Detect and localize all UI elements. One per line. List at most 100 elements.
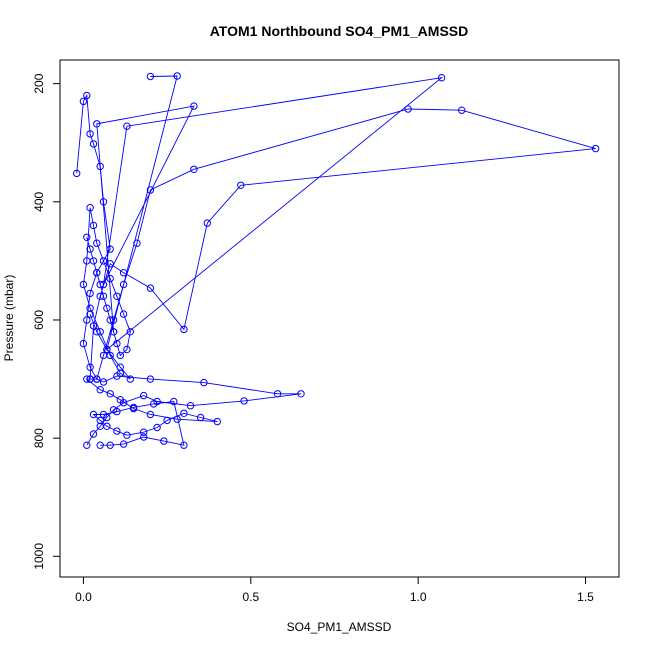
data-point <box>591 144 600 153</box>
data-point <box>86 375 94 383</box>
data-point <box>186 402 195 410</box>
data-point <box>116 396 125 404</box>
data-point <box>200 378 208 387</box>
data-point <box>180 325 188 334</box>
data-point <box>173 72 181 80</box>
data-point <box>106 390 114 398</box>
data-point <box>119 440 128 448</box>
data-point <box>196 413 205 422</box>
data-point <box>113 407 121 416</box>
data-point <box>146 284 155 292</box>
x-tick-label: 1.0 <box>410 590 427 604</box>
x-axis: 0.0 0.5 1.0 1.5 <box>75 576 594 604</box>
data-point <box>83 257 91 265</box>
series-line <box>76 94 596 381</box>
data-point <box>297 390 305 398</box>
chart-title: ATOM1 Northbound SO4_PM1_AMSSD <box>210 23 469 39</box>
x-tick-label: 0.0 <box>75 590 92 604</box>
data-point <box>86 310 94 318</box>
data-point <box>404 105 412 113</box>
data-point <box>458 106 466 114</box>
data-point <box>113 292 121 300</box>
data-point <box>109 328 118 336</box>
data-point <box>93 328 101 336</box>
x-tick-label: 0.5 <box>242 590 259 604</box>
data-point <box>240 397 248 405</box>
data-point <box>106 316 114 324</box>
data-point <box>103 345 111 354</box>
data-point <box>150 400 158 408</box>
y-tick-label: 400 <box>32 191 46 211</box>
data-point <box>113 427 121 435</box>
data-point <box>96 416 104 425</box>
data-point <box>160 437 168 445</box>
series-line <box>85 375 302 446</box>
series-layer <box>73 72 600 449</box>
data-point <box>99 410 108 419</box>
data-point <box>83 375 91 383</box>
data-point <box>123 431 131 439</box>
data-point <box>79 280 88 289</box>
data-point <box>103 304 111 312</box>
data-point <box>153 423 161 432</box>
data-point <box>146 410 155 419</box>
data-point <box>140 428 148 436</box>
data-point <box>83 316 91 324</box>
data-point <box>93 269 101 277</box>
data-point <box>173 415 181 423</box>
data-point <box>273 390 282 398</box>
data-point <box>89 410 98 419</box>
data-point <box>437 74 446 82</box>
data-point <box>86 130 94 138</box>
data-point <box>93 239 101 247</box>
data-point <box>237 181 245 190</box>
data-point <box>106 274 114 283</box>
data-point <box>83 233 91 242</box>
series-line <box>82 207 131 380</box>
x-axis-label: SO4_PM1_AMSSD <box>287 620 392 634</box>
data-point <box>79 97 88 106</box>
y-tick-label: 800 <box>32 428 46 448</box>
plot-frame <box>59 59 620 578</box>
data-point <box>99 378 108 386</box>
data-point <box>119 310 128 318</box>
data-point <box>83 441 91 449</box>
data-point <box>89 140 98 148</box>
data-point <box>116 363 125 371</box>
data-point <box>170 397 178 406</box>
data-point <box>96 386 104 394</box>
data-point <box>89 430 98 438</box>
data-point <box>180 441 188 449</box>
data-point <box>86 363 94 371</box>
data-point <box>129 403 138 412</box>
data-point <box>146 375 155 383</box>
data-point <box>180 409 188 417</box>
data-point <box>190 165 198 174</box>
data-point <box>79 339 88 348</box>
data-point <box>123 345 131 354</box>
data-point <box>213 417 222 426</box>
data-point <box>116 351 125 360</box>
data-point <box>126 375 135 383</box>
data-point <box>146 186 155 194</box>
data-point <box>140 391 148 400</box>
y-axis-label: Pressure (mbar) <box>2 275 16 362</box>
data-point <box>86 204 94 212</box>
data-point <box>96 328 104 336</box>
data-point <box>203 219 212 227</box>
data-point <box>190 102 198 110</box>
data-point <box>86 245 94 253</box>
data-point <box>83 91 91 100</box>
data-point <box>119 280 128 289</box>
data-point <box>126 328 135 336</box>
data-point <box>106 351 114 360</box>
series-line <box>96 75 444 351</box>
data-point <box>99 292 108 300</box>
y-tick-label: 200 <box>32 73 46 93</box>
y-tick-label: 1000 <box>32 543 46 570</box>
data-point <box>89 221 98 230</box>
data-point <box>146 72 155 81</box>
data-point <box>106 441 114 449</box>
y-tick-label: 600 <box>32 310 46 330</box>
